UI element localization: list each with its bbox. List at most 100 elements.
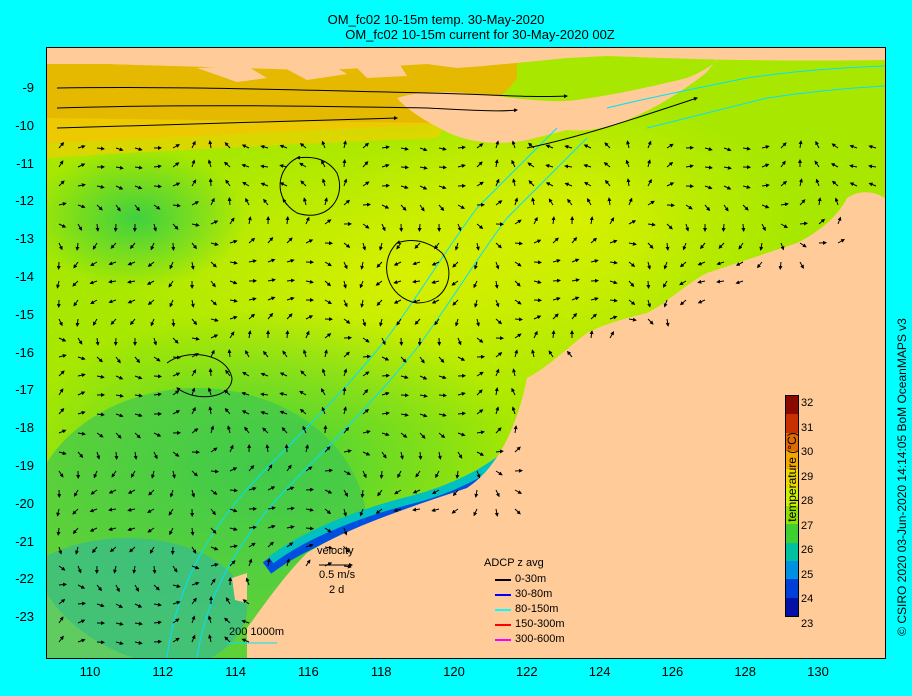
current-vector [303,197,307,206]
x-tick-label: 112 [152,664,174,679]
current-vector [419,147,428,152]
current-vector [248,486,257,491]
current-vector [438,204,445,212]
colorbar-segment [786,414,798,433]
current-vector [134,603,143,608]
current-vector [376,299,383,306]
current-vector [241,619,250,624]
y-tick-label: -17 [15,382,34,398]
current-vector [704,165,713,170]
current-vector [647,200,655,206]
current-vector [150,318,155,327]
current-vector [679,280,687,286]
current-vector [476,337,484,343]
colorbar-tick-label: 29 [801,470,814,483]
current-vector [190,299,195,308]
current-vector [419,204,425,212]
current-vector [476,181,484,187]
colorbar-segment [786,524,798,543]
current-vector [267,524,276,529]
current-vector [113,565,118,574]
current-vector [172,451,180,457]
current-vector [343,261,348,270]
current-vector [58,470,64,478]
colorbar-segment [786,579,798,598]
current-vector [343,546,350,553]
current-vector [799,199,806,206]
colorbar-segment [786,487,798,506]
current-vector [245,197,250,206]
current-vector [210,508,216,516]
current-vector [210,563,219,567]
current-vector [548,350,554,358]
current-vector [305,315,314,320]
current-vector [419,356,425,364]
current-vector [109,546,117,553]
current-vector [666,182,675,187]
current-vector [868,182,877,187]
current-vector [457,392,466,396]
current-vector [646,280,651,289]
current-vector [225,597,231,605]
y-tick-label: -18 [15,420,34,436]
current-vector [191,159,196,168]
current-vector [77,410,86,415]
current-vector [207,387,212,396]
current-vector [476,409,484,415]
current-vector [134,375,143,380]
x-tick-label: 116 [298,664,319,679]
current-vector [393,280,402,285]
current-vector [299,142,307,149]
current-vector [495,489,500,498]
current-vector [299,390,307,396]
current-vector [58,429,67,434]
current-vector [609,217,615,225]
map-canvas [47,48,885,658]
current-vector [77,638,86,643]
current-vector [457,145,466,150]
current-vector [115,621,124,626]
current-vector [381,432,390,437]
current-vector [284,444,289,453]
current-vector [279,392,288,397]
current-vector [400,185,409,190]
current-vector [495,318,503,325]
current-vector [242,371,250,377]
current-vector [58,223,67,228]
current-vector [73,299,79,307]
current-vector [77,451,84,458]
current-vector [514,349,519,358]
current-vector [571,236,578,244]
current-vector [134,432,141,439]
current-vector [77,356,86,361]
colorbar-segment [786,432,798,451]
current-vector [590,237,598,244]
current-vector [58,546,63,555]
current-vector [343,351,350,358]
current-vector [305,279,314,284]
current-vector [393,508,402,513]
current-vector [473,508,478,517]
current-vector [476,451,485,456]
current-vector [324,489,333,494]
y-tick-label: -20 [15,495,34,511]
current-vector [58,160,64,168]
current-vector [379,242,383,251]
current-vector [324,261,332,267]
current-vector [343,178,348,187]
current-vector [324,333,332,339]
current-vector [552,237,559,244]
current-vector [260,144,269,149]
current-vector [114,451,119,460]
current-vector [115,375,124,380]
current-vector [742,185,751,189]
current-vector [244,426,250,434]
current-vector [324,299,332,304]
current-vector [210,242,219,246]
current-vector [452,299,459,306]
current-vector [495,368,500,377]
current-vector [286,278,295,283]
current-vector [721,223,726,232]
current-vector [400,375,409,380]
current-vector [494,387,499,396]
